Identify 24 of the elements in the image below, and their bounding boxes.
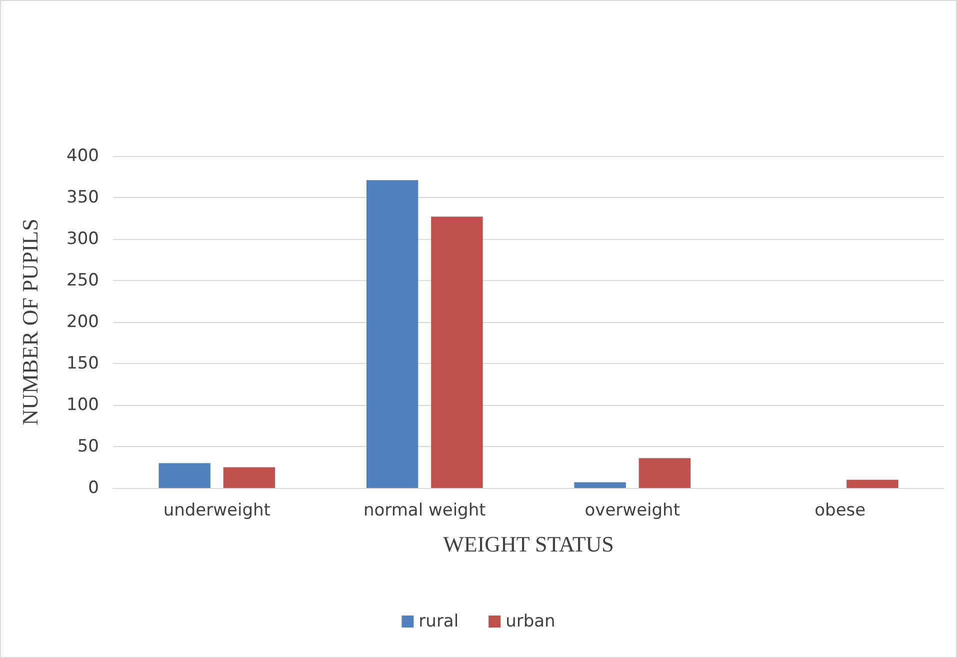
y-tick-label: 0 — [88, 478, 99, 498]
x-tick-label: normal weight — [363, 500, 486, 520]
bar — [574, 482, 626, 488]
bar — [638, 458, 691, 488]
x-axis-title: WEIGHT STATUS — [443, 532, 614, 556]
y-tick-label: 250 — [66, 270, 99, 290]
y-tick-label: 100 — [66, 395, 99, 415]
bar — [158, 463, 210, 488]
y-tick-label: 400 — [66, 146, 99, 166]
y-tick-label: 200 — [66, 312, 99, 332]
y-tick-label: 350 — [66, 188, 99, 208]
x-tick-label: underweight — [163, 500, 271, 520]
bar — [366, 180, 418, 488]
legend-label: rural — [418, 612, 459, 632]
y-tick-label: 300 — [66, 229, 99, 249]
y-tick-label: 50 — [77, 436, 99, 456]
y-tick-label: 150 — [66, 354, 99, 374]
bar — [223, 467, 276, 488]
x-tick-label: overweight — [584, 500, 680, 520]
y-axis-title: NUMBER OF PUPILS — [18, 218, 42, 426]
x-tick-label: obese — [814, 500, 866, 520]
bar — [846, 480, 898, 488]
bar — [431, 216, 483, 488]
legend-label: urban — [506, 612, 556, 632]
